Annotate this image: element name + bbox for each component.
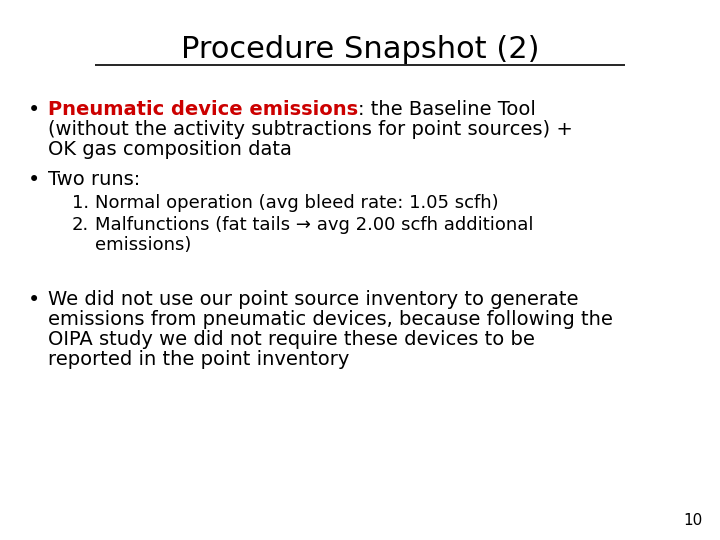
Text: emissions from pneumatic devices, because following the: emissions from pneumatic devices, becaus… [48,310,613,329]
Text: Two runs:: Two runs: [48,170,140,189]
Text: 2.: 2. [72,216,89,234]
Text: •: • [28,170,40,190]
Text: •: • [28,100,40,120]
Text: : the Baseline Tool: : the Baseline Tool [358,100,536,119]
Text: Pneumatic device emissions: Pneumatic device emissions [48,100,358,119]
Text: (without the activity subtractions for point sources) +: (without the activity subtractions for p… [48,120,573,139]
Text: Malfunctions (fat tails → avg 2.00 scfh additional: Malfunctions (fat tails → avg 2.00 scfh … [95,216,534,234]
Text: Procedure Snapshot (2): Procedure Snapshot (2) [181,35,539,64]
Text: OK gas composition data: OK gas composition data [48,140,292,159]
Text: Normal operation (avg bleed rate: 1.05 scfh): Normal operation (avg bleed rate: 1.05 s… [95,194,499,212]
Text: emissions): emissions) [95,236,192,254]
Text: •: • [28,290,40,310]
Text: We did not use our point source inventory to generate: We did not use our point source inventor… [48,290,578,309]
Text: 1.: 1. [72,194,89,212]
Text: OIPA study we did not require these devices to be: OIPA study we did not require these devi… [48,330,535,349]
Text: reported in the point inventory: reported in the point inventory [48,350,349,369]
Text: 10: 10 [684,513,703,528]
